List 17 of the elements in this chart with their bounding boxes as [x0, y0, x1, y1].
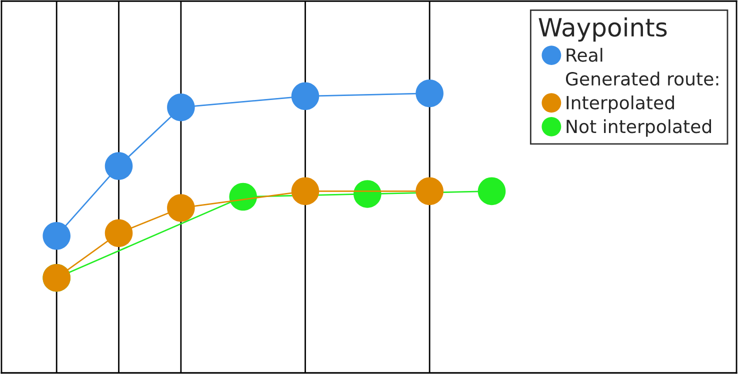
point [354, 180, 382, 208]
point [104, 152, 133, 180]
text: Generated route: [566, 72, 718, 86]
point [104, 219, 133, 248]
point [416, 79, 444, 108]
point [167, 194, 195, 222]
point [42, 222, 70, 250]
point [229, 182, 257, 211]
point [291, 82, 320, 110]
legend-label: Interpolated [566, 95, 674, 113]
legend-label: Real [566, 48, 602, 62]
point [167, 93, 195, 122]
legend-label: Not interpolated [566, 119, 712, 137]
point [291, 177, 320, 206]
point [416, 177, 444, 206]
point [478, 177, 506, 206]
legend-title: Waypoints [538, 17, 667, 42]
